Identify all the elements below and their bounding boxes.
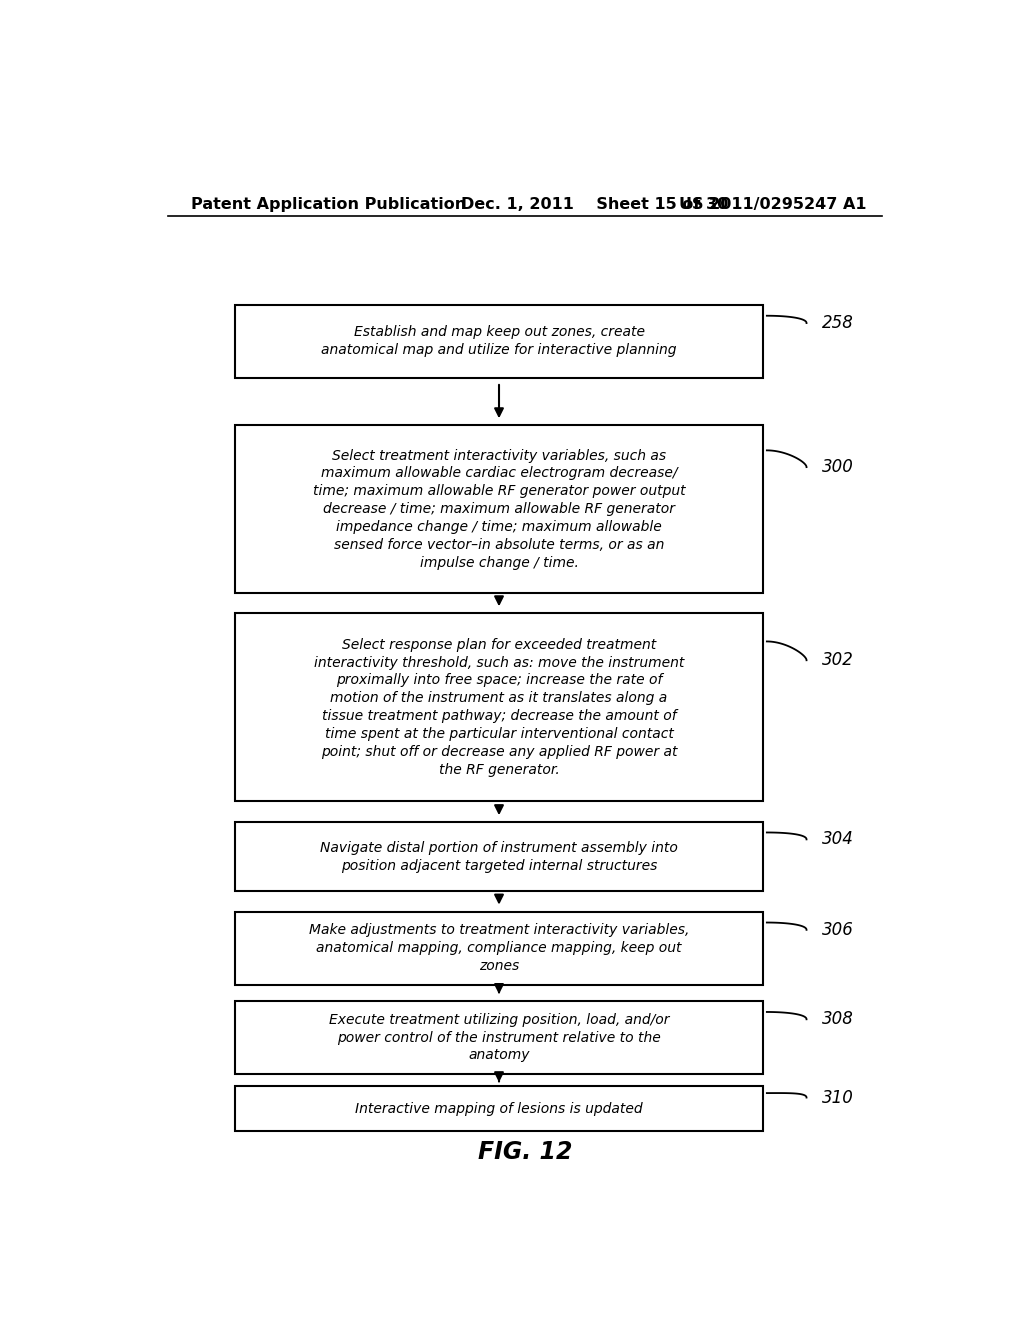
Text: Navigate distal portion of instrument assembly into
position adjacent targeted i: Navigate distal portion of instrument as… xyxy=(321,841,678,873)
Bar xyxy=(236,1001,763,1074)
Text: Make adjustments to treatment interactivity variables,
anatomical mapping, compl: Make adjustments to treatment interactiv… xyxy=(309,923,689,973)
Text: 302: 302 xyxy=(822,651,854,669)
Text: 304: 304 xyxy=(822,830,854,849)
Text: Patent Application Publication: Patent Application Publication xyxy=(191,197,467,211)
Text: 310: 310 xyxy=(822,1089,854,1106)
Bar xyxy=(236,425,763,593)
Bar xyxy=(236,822,763,891)
Text: 308: 308 xyxy=(822,1010,854,1028)
Text: FIG. 12: FIG. 12 xyxy=(477,1140,572,1164)
Text: Establish and map keep out zones, create
anatomical map and utilize for interact: Establish and map keep out zones, create… xyxy=(322,326,677,358)
Bar xyxy=(236,912,763,985)
Text: Interactive mapping of lesions is updated: Interactive mapping of lesions is update… xyxy=(355,1102,643,1115)
Text: 258: 258 xyxy=(822,314,854,333)
Text: Execute treatment utilizing position, load, and/or
power control of the instrume: Execute treatment utilizing position, lo… xyxy=(329,1012,670,1063)
Text: Dec. 1, 2011    Sheet 15 of 30: Dec. 1, 2011 Sheet 15 of 30 xyxy=(461,197,728,211)
Text: 300: 300 xyxy=(822,458,854,477)
Text: 306: 306 xyxy=(822,921,854,939)
Bar xyxy=(236,1086,763,1131)
Text: Select response plan for exceeded treatment
interactivity threshold, such as: mo: Select response plan for exceeded treatm… xyxy=(313,638,684,776)
Text: US 2011/0295247 A1: US 2011/0295247 A1 xyxy=(679,197,866,211)
Text: Select treatment interactivity variables, such as
maximum allowable cardiac elec: Select treatment interactivity variables… xyxy=(312,449,685,570)
Bar xyxy=(236,305,763,378)
Bar xyxy=(236,614,763,801)
